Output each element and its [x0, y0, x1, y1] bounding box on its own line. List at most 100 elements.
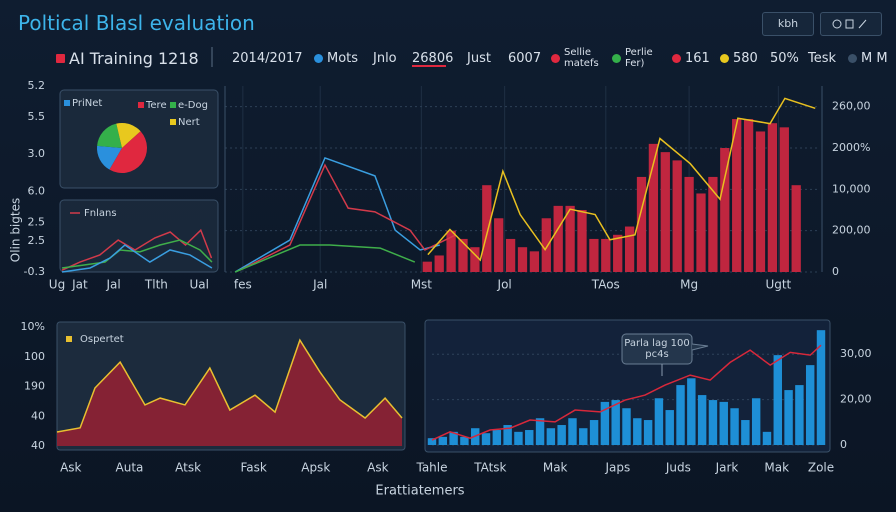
x-tick-label: Jal: [105, 278, 120, 292]
y-tick-label: 20,00: [840, 393, 872, 406]
x-tick-label: Jat: [71, 278, 88, 292]
icon: [832, 19, 842, 29]
bar: [601, 238, 611, 272]
pie-slice: [109, 131, 147, 173]
header-item: 6007: [508, 44, 541, 72]
bar: [589, 420, 599, 445]
header-label: 2014/2017: [232, 50, 303, 66]
bar: [791, 185, 801, 272]
bar: [708, 400, 718, 445]
y-axis-label: Olin bigtes: [9, 198, 23, 262]
y-tick-label: 10%: [21, 320, 45, 333]
bar: [676, 385, 685, 445]
line: [239, 163, 456, 271]
x-tick-label: Ug: [49, 278, 65, 292]
bar: [660, 152, 670, 272]
bar: [438, 436, 448, 445]
y-tick-label: 30,00: [840, 347, 872, 360]
x-tick-label: Mak: [764, 461, 789, 475]
bar: [720, 148, 730, 272]
bar: [541, 218, 551, 272]
legend-swatch: [170, 119, 176, 125]
header-item: 161: [672, 44, 710, 72]
bar: [525, 430, 534, 445]
legend-label: PriNet: [72, 98, 102, 109]
header-item: Jnlo: [373, 44, 397, 72]
line: [61, 239, 213, 269]
bar: [773, 355, 782, 445]
bar: [672, 160, 682, 272]
x-tick-label: TAtsk: [473, 461, 506, 475]
bar: [422, 261, 432, 272]
bar: [579, 428, 588, 445]
legend-label: Fnlans: [84, 208, 117, 219]
bar: [633, 418, 642, 445]
bar: [719, 401, 728, 445]
header-item: Just: [467, 44, 491, 72]
bar: [762, 431, 772, 445]
header-label: Jnlo: [373, 50, 397, 66]
pie-slice: [97, 123, 122, 148]
bar: [494, 218, 504, 272]
y-tick-label: 260,00: [832, 100, 871, 113]
y-tick-label: 0: [832, 265, 839, 278]
x-tick-label: fes: [234, 278, 252, 292]
header-label: AI Training 1218: [69, 48, 199, 68]
x-tick-label: Mak: [543, 461, 568, 475]
y-tick-label: 190: [24, 380, 45, 393]
line: [431, 344, 822, 441]
bar: [730, 408, 739, 445]
x-tick-label: Tlth: [144, 278, 168, 292]
line: [61, 228, 213, 271]
line: [61, 244, 213, 273]
y-tick-label: 100: [24, 350, 45, 363]
header-item: Perlie Fer): [612, 44, 653, 72]
y-tick-label: -0.3: [24, 265, 45, 278]
y-tick-label: 2000%: [832, 141, 870, 154]
bar: [589, 238, 599, 272]
bar: [696, 193, 706, 272]
legend-dot: [612, 53, 621, 63]
x-tick-label: Ual: [190, 278, 209, 292]
x-tick-label: Mst: [411, 278, 433, 292]
header-row: AI Training 1218 2014/2017 Mots Jnlo 26806 Ju…: [0, 44, 896, 74]
footer-label: Erattiatemers: [375, 484, 464, 499]
annotation-pointer: [691, 343, 709, 351]
button[interactable]: kbh: [762, 12, 814, 36]
x-tick-label: Ask: [367, 461, 388, 475]
bar: [732, 119, 742, 272]
bar: [529, 251, 540, 272]
y-tick-label: 200,00: [832, 224, 871, 237]
legend-swatch: [64, 100, 70, 106]
bar: [767, 123, 778, 272]
legend-label: Tere: [145, 100, 167, 111]
bar: [779, 127, 789, 272]
bar: [535, 418, 545, 445]
legend-dot: [314, 53, 323, 63]
bar: [755, 131, 766, 272]
x-tick-label: Tahle: [415, 461, 447, 475]
bar: [743, 119, 754, 272]
x-tick-label: Juds: [665, 461, 691, 475]
x-tick-label: Mg: [680, 278, 698, 292]
icon-buttons[interactable]: [820, 12, 882, 36]
y-tick-label: 6.0: [28, 184, 46, 197]
header-label: 6007: [508, 50, 542, 66]
legend-dot: [56, 53, 65, 63]
bar: [492, 430, 502, 445]
bar: [460, 436, 469, 445]
header-item: 580: [720, 44, 758, 72]
bar: [577, 210, 587, 272]
line: [234, 244, 416, 273]
bar: [546, 428, 556, 445]
panel: [424, 319, 831, 453]
y-tick-label: 10,000: [832, 182, 871, 195]
y-tick-label: 0: [840, 438, 847, 451]
header-item: M M: [848, 44, 888, 72]
y-tick-label: 40: [31, 409, 45, 422]
bar: [613, 234, 623, 272]
panel: [59, 199, 219, 273]
legend-swatch: [66, 336, 72, 342]
y-tick-label: 5.2: [28, 79, 46, 92]
bar: [458, 238, 468, 272]
